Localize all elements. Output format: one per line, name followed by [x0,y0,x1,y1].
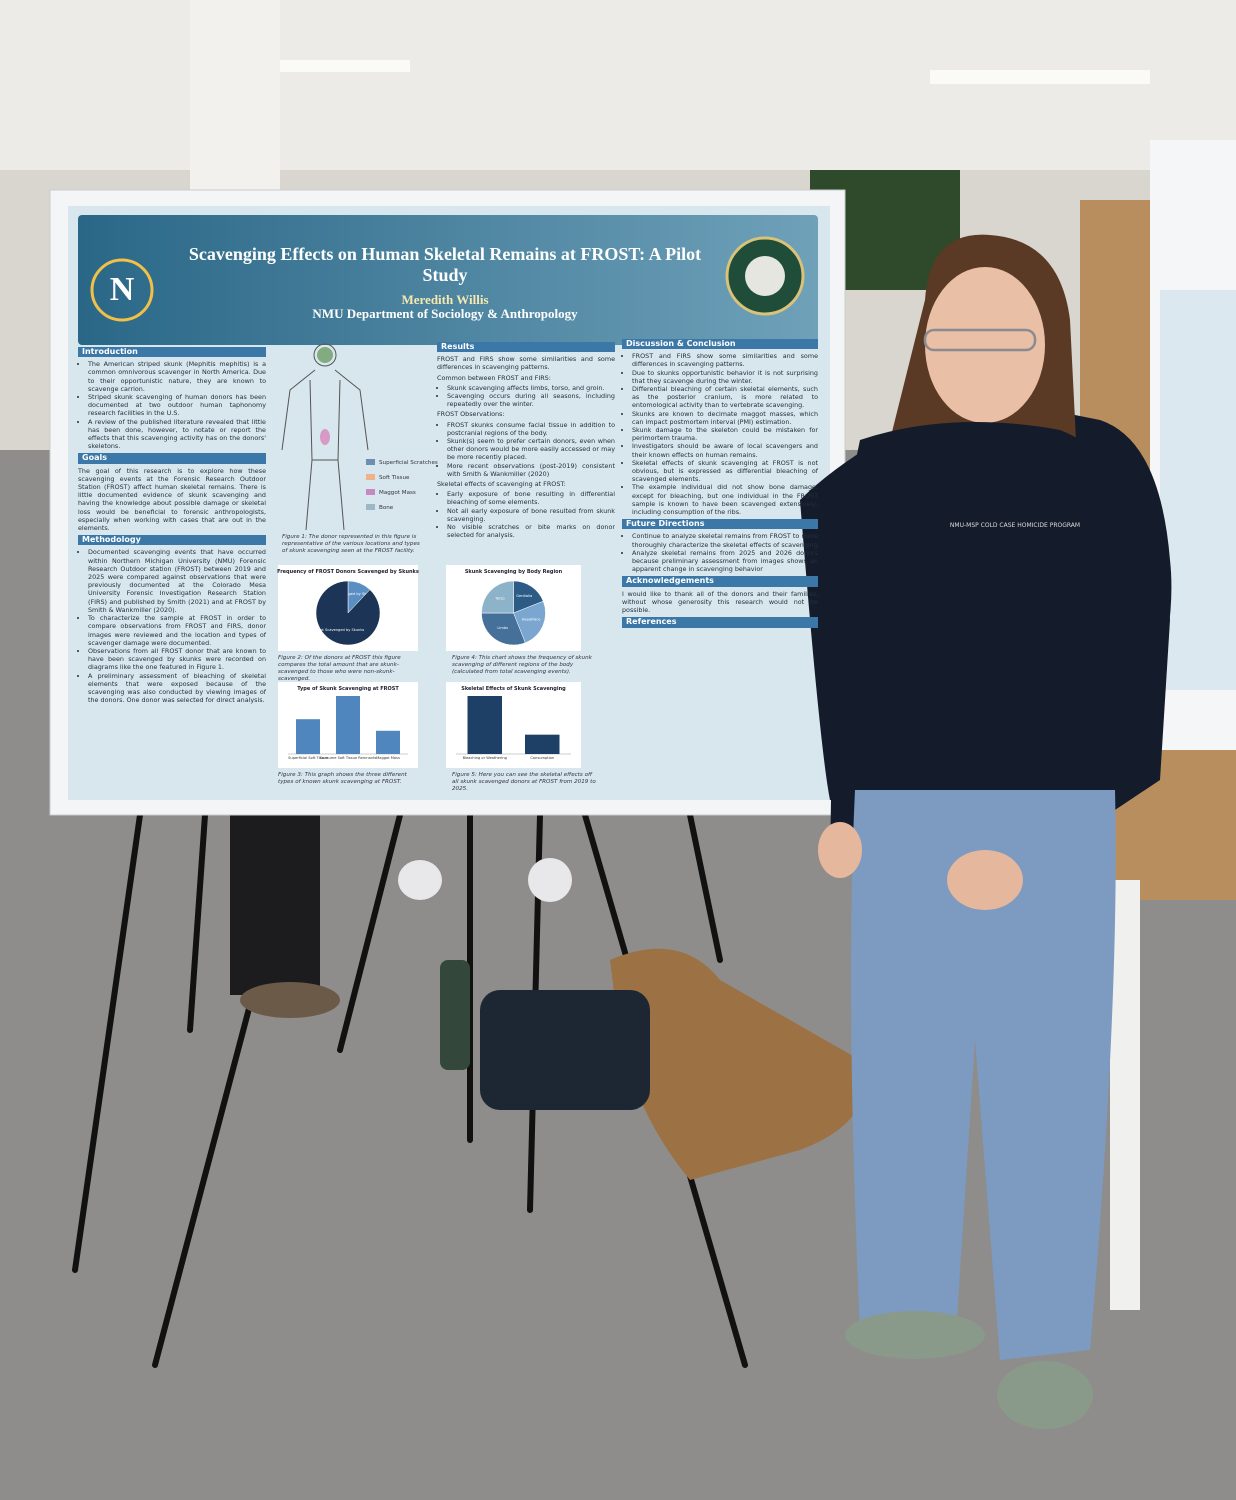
bullet: The example individual did not show bone… [632,483,818,516]
bullet: To characterize the sample at FROST in o… [88,614,266,647]
svg-text:N: N [110,271,135,308]
x-tick-label: Consumption [530,756,554,760]
bullet: A preliminary assessment of bleaching of… [88,672,266,705]
bar [376,730,400,754]
paragraph: Common between FROST and FIRS: [437,373,551,382]
bullet-list: Continue to analyze skeletal remains fro… [622,532,818,573]
bar [525,734,560,754]
figure-caption: Figure 1: The donor represented in this … [282,534,420,554]
bullet-list: Skunk scavenging affects limbs, torso, a… [437,384,615,409]
bullet: Scavenging occurs during all seasons, in… [447,392,615,408]
section-heading: Future Directions [622,519,818,530]
paragraph: FROST Observations: [437,410,505,419]
chart-title: Type of Skunk Scavenging at FROST [297,686,399,692]
pie-slice [513,600,546,644]
bullet: Due to skunks opportunistic behavior it … [632,369,818,385]
figure-caption: Figure 3: This graph shows the three dif… [278,772,407,785]
legend-swatch [366,489,375,495]
legend-label: Superficial Scratches [379,460,438,466]
bullet-list: Documented scavenging events that have o… [78,548,266,704]
x-tick-label: Consume Soft Tissue Remnants [320,756,377,760]
section-heading: Acknowledgements [622,576,818,587]
legend-swatch [366,504,375,510]
bullet-list: Early exposure of bone resulting in diff… [437,490,615,539]
paragraph: I would like to thank all of the donors … [622,589,818,615]
figure-caption: Figure 2: Of the donors at FROST this fi… [278,655,401,682]
chart-title: Skunk Scavenging by Body Region [465,569,563,575]
bullet: A review of the published literature rev… [88,418,266,451]
bullet-list: The American striped skunk (Mephitis mep… [78,360,266,450]
bullet: FROST skunks consume facial tissue in ad… [447,421,615,437]
legend-label: Bone [379,505,394,511]
pie-slice [481,612,526,646]
chart-title: Frequency of FROST Donors Scavenged by S… [277,569,419,575]
figure-caption: Figure 4: This chart shows the frequency… [452,655,592,675]
author: Meredith Willis [401,292,489,307]
chart-title: Skeletal Effects of Skunk Scavenging [461,686,566,692]
bullet: Differential bleaching of certain skelet… [632,385,818,410]
legend-label: Maggot Mass [379,490,416,496]
bullet: Skeletal effects of skunk scavenging at … [632,459,818,484]
section-heading: Results [437,342,615,353]
section-heading: Discussion & Conclusion [622,339,818,350]
slice-label: Scavenged by Skunks [335,592,374,596]
bullet: Not all early exposure of bone resulted … [447,507,615,523]
legend-label: Soft Tissue [379,475,410,481]
bullet-list: FROST skunks consume facial tissue in ad… [437,421,615,478]
section-heading: Methodology [78,535,266,546]
pie-slice [513,580,544,614]
section-heading: Introduction [78,347,266,358]
poster-title: Scavenging Effects on Human Skeletal Rem… [188,244,702,285]
slice-label: Head/Face [522,618,542,622]
bullet: Investigators should be aware of local s… [632,442,818,458]
x-tick-label: Bleaching or Weathering [463,756,507,760]
bullet: No visible scratches or bite marks on do… [447,523,615,539]
bullet: Observations from all FROST donor that a… [88,647,266,672]
slice-label: Genitalia [516,594,532,598]
bullet: Analyze skeletal remains from 2025 and 2… [632,549,818,574]
x-tick-label: Superficial Soft Tissue [288,756,328,760]
slice-label: Not Scavenged by Skunks [318,628,365,632]
slice-label: Limbs [497,626,508,630]
bullet: Documented scavenging events that have o… [88,548,266,614]
bullet: Skunk(s) seem to prefer certain donors, … [447,437,615,462]
bullet: Early exposure of bone resulting in diff… [447,490,615,506]
paragraph: Skeletal effects of scavenging at FROST: [437,480,566,489]
bullet: More recent observations (post-2019) con… [447,462,615,478]
bullet: Skunk damage to the skeleton could be mi… [632,426,818,442]
column: Results FROST and FIRS show some similari… [437,339,615,541]
bullet: The American striped skunk (Mephitis mep… [88,360,266,393]
paragraph: FROST and FIRS show some similarities an… [437,355,615,372]
department: NMU Department of Sociology & Anthropolo… [312,306,578,321]
pie-slice [315,580,381,646]
legend-swatch [366,474,375,480]
pie-slice [481,580,514,614]
legend-swatch [366,459,375,465]
bullet-list: FROST and FIRS show some similarities an… [622,352,818,516]
column: Discussion & Conclusion FROST and FIRS sh… [622,336,818,631]
column: Introduction The American striped skunk (… [78,344,266,706]
paragraph: The goal of this research is to explore … [78,466,266,533]
bar [336,696,360,754]
figure-caption: Figure 5: Here you can see the skeletal … [452,772,596,792]
bullet: Skunks are known to decimate maggot mass… [632,410,818,426]
slice-label: Torso [494,596,504,600]
bullet: FROST and FIRS show some similarities an… [632,352,818,368]
section-heading: References [622,617,818,628]
bullet: Skunk scavenging affects limbs, torso, a… [447,384,615,392]
section-heading: Goals [78,453,266,464]
x-tick-label: Maggot Mass [376,756,400,760]
bar [467,696,502,754]
jacket-text: NMU-MSP COLD CASE HOMICIDE PROGRAM [950,522,1080,529]
bullet: Continue to analyze skeletal remains fro… [632,532,818,548]
bar [296,719,320,754]
bullet: Striped skunk scavenging of human donors… [88,393,266,418]
